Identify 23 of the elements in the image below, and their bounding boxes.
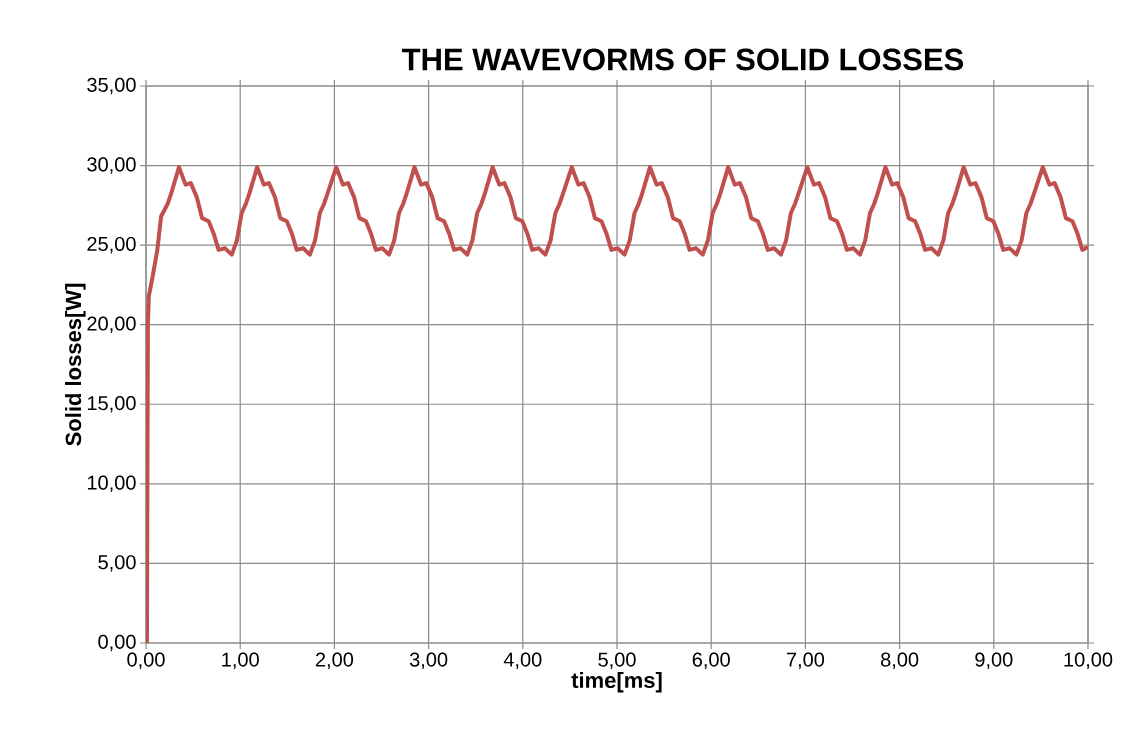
x-tick-label: 10,00 [1064,652,1113,670]
x-tick-label: 8,00 [881,652,919,670]
y-tick-label: 20,00 [87,316,136,333]
y-tick-label: 30,00 [87,157,136,174]
y-tick-label: 15,00 [87,396,136,413]
y-tick-label: 10,00 [87,475,136,493]
x-tick-label: 9,00 [975,652,1013,670]
x-axis-title: time[ms] [571,671,662,693]
y-tick-label: 25,00 [87,236,136,254]
y-tick-label: 5,00 [98,555,136,572]
x-tick-label: 7,00 [786,652,825,670]
x-tick-label: 3,00 [409,652,448,670]
x-tick-label: 5,00 [598,652,636,670]
y-tick-label: 0,00 [98,634,136,652]
x-tick-label: 4,00 [503,652,542,670]
x-tick-label: 2,00 [315,652,354,670]
x-tick-label: 6,00 [692,652,730,670]
y-tick-label: 35,00 [87,77,136,95]
x-tick-label: 0,00 [127,652,165,670]
line-series [146,165,1088,643]
y-axis-title: Solid losses[W] [65,283,86,446]
x-tick-label: 1,00 [222,652,259,670]
chart-title: THE WAVEVORMS OF SOLID LOSSES [401,48,964,71]
